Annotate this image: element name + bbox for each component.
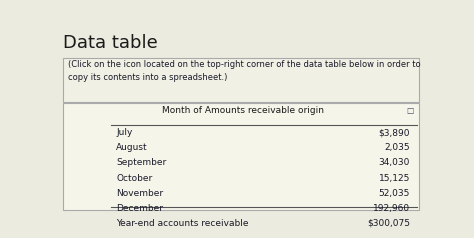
Text: Year-end accounts receivable: Year-end accounts receivable [116, 218, 249, 228]
Text: 192,960: 192,960 [373, 203, 410, 213]
Text: 2,035: 2,035 [384, 144, 410, 153]
FancyBboxPatch shape [63, 58, 419, 102]
Text: 52,035: 52,035 [379, 188, 410, 198]
Text: $300,075: $300,075 [367, 218, 410, 228]
Text: $3,890: $3,890 [379, 129, 410, 137]
Text: December: December [116, 203, 163, 213]
Text: November: November [116, 188, 164, 198]
Text: October: October [116, 174, 153, 183]
Text: 34,030: 34,030 [379, 159, 410, 168]
Text: Month of Amounts receivable origin: Month of Amounts receivable origin [162, 106, 324, 115]
Text: August: August [116, 144, 148, 153]
Text: 15,125: 15,125 [379, 174, 410, 183]
Text: (Click on the icon located on the top-right corner of the data table below in or: (Click on the icon located on the top-ri… [68, 60, 421, 82]
FancyBboxPatch shape [63, 103, 419, 210]
Text: Data table: Data table [63, 34, 158, 52]
Text: July: July [116, 129, 133, 137]
Text: □: □ [407, 106, 414, 115]
Text: September: September [116, 159, 166, 168]
